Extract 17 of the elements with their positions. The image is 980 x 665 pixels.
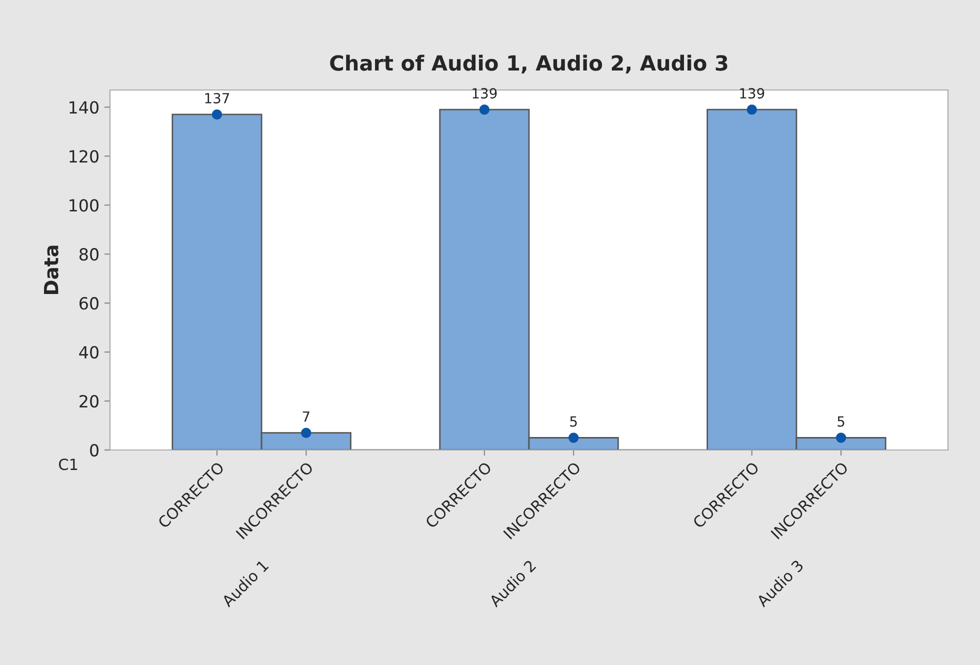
text: C1	[58, 458, 78, 470]
data-label: 5	[570, 416, 577, 427]
y-tick-label: 120	[70, 150, 98, 163]
y-axis-title: Data	[44, 246, 58, 294]
data-label: 5	[838, 416, 844, 427]
data-label: 139	[740, 88, 764, 99]
data-label: 139	[472, 88, 497, 99]
data-label: 137	[205, 92, 230, 104]
chart-title: Chart of Audio 1, Audio 2, Audio 3	[330, 54, 728, 74]
y-tick-label: 100	[70, 199, 98, 212]
y-tick-label: 40	[79, 346, 98, 359]
y-tick-label: 80	[80, 248, 98, 261]
y-tick-label: 140	[70, 101, 98, 114]
y-tick-label: 20	[80, 394, 98, 408]
y-tick-label: 60	[80, 297, 98, 310]
y-tick-label: 0	[90, 444, 98, 457]
data-label: 7	[302, 412, 310, 422]
